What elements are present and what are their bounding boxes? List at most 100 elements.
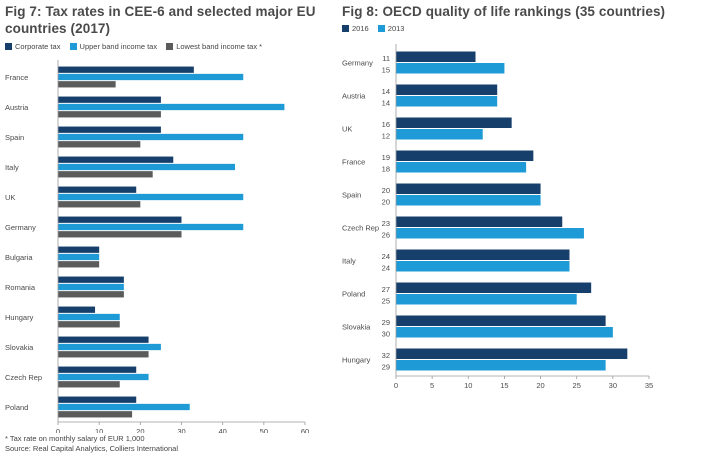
fig7-source: Source: Real Capital Analytics, Colliers… (5, 444, 179, 453)
bar-2016-hungary (396, 348, 628, 359)
x-tick-label-20: 20 (136, 427, 144, 433)
legend-swatch (69, 43, 77, 50)
bar-lowest-band-income-tax-austria (58, 111, 161, 118)
fig7-legend: Corporate tax Upper band income tax Lowe… (5, 42, 269, 51)
bar-2013-poland (396, 294, 577, 305)
bar-2016-spain (396, 183, 541, 194)
fig7-note: * Tax rate on monthly salary of EUR 1,00… (5, 434, 145, 443)
bar-corporate-tax-austria (58, 96, 161, 103)
bar-lowest-band-income-tax-hungary (58, 321, 120, 328)
fig7-title-line2: countries (2017) (5, 21, 111, 36)
x-tick-label-10: 10 (464, 381, 472, 390)
bar-2013-hungary (396, 360, 606, 371)
category-label-italy: Italy (342, 257, 356, 266)
category-label-slovakia: Slovakia (342, 323, 371, 332)
value-label-2013-france: 18 (382, 165, 390, 174)
bar-upper-band-income-tax-spain (58, 133, 244, 141)
bar-upper-band-income-tax-slovakia (58, 343, 161, 351)
bar-lowest-band-income-tax-poland (58, 411, 133, 418)
bar-2013-uk (396, 129, 483, 140)
value-label-2016-czech-rep: 23 (382, 219, 390, 228)
x-tick-label-5: 5 (430, 381, 434, 390)
bar-corporate-tax-uk (58, 186, 137, 193)
category-label-spain: Spain (5, 133, 24, 142)
category-label-czech-rep: Czech Rep (342, 224, 379, 233)
fig8-panel: Fig 8: OECD quality of life rankings (35… (340, 0, 727, 461)
value-label-2013-uk: 12 (382, 132, 390, 141)
category-label-austria: Austria (342, 92, 366, 101)
bar-2013-italy (396, 261, 570, 272)
bar-upper-band-income-tax-bulgaria (58, 253, 100, 261)
x-tick-label-40: 40 (218, 427, 226, 433)
value-label-2016-hungary: 32 (382, 351, 390, 360)
category-label-uk: UK (5, 193, 15, 202)
bar-lowest-band-income-tax-romania (58, 291, 124, 298)
legend-item-corporate-tax: Corporate tax (5, 42, 60, 51)
bar-lowest-band-income-tax-italy (58, 171, 153, 178)
bar-upper-band-income-tax-hungary (58, 313, 120, 321)
bar-2013-slovakia (396, 327, 613, 338)
legend-swatch (5, 43, 12, 50)
category-label-poland: Poland (5, 403, 28, 412)
bar-2016-czech-rep (396, 216, 563, 227)
category-label-france: France (342, 158, 365, 167)
legend-swatch (377, 25, 385, 32)
value-label-2013-austria: 14 (382, 99, 390, 108)
fig7-title-line1: Fig 7: Tax rates in CEE-6 and selected m… (5, 4, 316, 19)
bar-upper-band-income-tax-uk (58, 193, 244, 201)
bar-2016-poland (396, 282, 592, 293)
value-label-2013-czech-rep: 26 (382, 231, 390, 240)
value-label-2013-italy: 24 (382, 264, 390, 273)
bar-2016-austria (396, 84, 498, 95)
x-tick-label-60: 60 (301, 427, 309, 433)
category-label-bulgaria: Bulgaria (5, 253, 33, 262)
fig8-chart: Germany 11 15 Austria 14 14 UK 16 12 France 19 18 Sp… (342, 44, 653, 390)
fig8-title: Fig 8: OECD quality of life rankings (35… (342, 4, 666, 19)
bar-corporate-tax-italy (58, 156, 174, 163)
bar-corporate-tax-bulgaria (58, 246, 100, 253)
fig7-footnote: * Tax rate on monthly salary of EUR 1,00… (5, 434, 178, 454)
bar-2013-czech-rep (396, 228, 584, 239)
category-label-poland: Poland (342, 290, 365, 299)
bar-lowest-band-income-tax-bulgaria (58, 261, 100, 268)
legend-label: 2016 (352, 24, 369, 33)
value-label-2016-france: 19 (382, 153, 390, 162)
bar-2013-france (396, 162, 527, 173)
bar-2016-uk (396, 117, 512, 128)
x-tick-label-30: 30 (177, 427, 185, 433)
legend-swatch (342, 25, 349, 32)
bar-corporate-tax-france (58, 66, 194, 73)
bar-corporate-tax-czech-rep (58, 366, 137, 373)
bar-lowest-band-income-tax-germany (58, 231, 182, 238)
fig8-legend: 2016 2013 (342, 24, 411, 33)
x-tick-label-50: 50 (260, 427, 268, 433)
value-label-2016-germany: 11 (382, 54, 390, 63)
legend-item-upper-band: Upper band income tax (69, 42, 157, 51)
value-label-2016-poland: 27 (382, 285, 390, 294)
x-tick-label-20: 20 (536, 381, 544, 390)
x-tick-label-0: 0 (56, 427, 60, 433)
category-label-romania: Romania (5, 283, 36, 292)
value-label-2016-slovakia: 29 (382, 318, 390, 327)
category-label-hungary: Hungary (5, 313, 34, 322)
bar-2013-spain (396, 195, 541, 206)
bar-corporate-tax-slovakia (58, 336, 149, 343)
value-label-2013-hungary: 29 (382, 363, 390, 372)
category-label-austria: Austria (5, 103, 29, 112)
fig7-chart: France Austria Spain Italy UK Germany Bulgaria… (5, 60, 309, 433)
bar-2016-italy (396, 249, 570, 260)
bar-corporate-tax-spain (58, 126, 161, 133)
fig7-panel: Fig 7: Tax rates in CEE-6 and selected m… (0, 0, 330, 461)
legend-item-lowest-band: Lowest band income tax * (166, 42, 262, 51)
value-label-2013-germany: 15 (382, 66, 390, 75)
bar-upper-band-income-tax-romania (58, 283, 124, 291)
bar-corporate-tax-germany (58, 216, 182, 223)
legend-swatch (166, 43, 174, 50)
bar-2016-slovakia (396, 315, 606, 326)
bar-corporate-tax-hungary (58, 306, 96, 313)
category-label-germany: Germany (342, 59, 373, 68)
bar-upper-band-income-tax-austria (58, 103, 285, 111)
category-label-hungary: Hungary (342, 356, 371, 365)
bar-upper-band-income-tax-poland (58, 403, 190, 411)
value-label-2013-slovakia: 30 (382, 330, 390, 339)
